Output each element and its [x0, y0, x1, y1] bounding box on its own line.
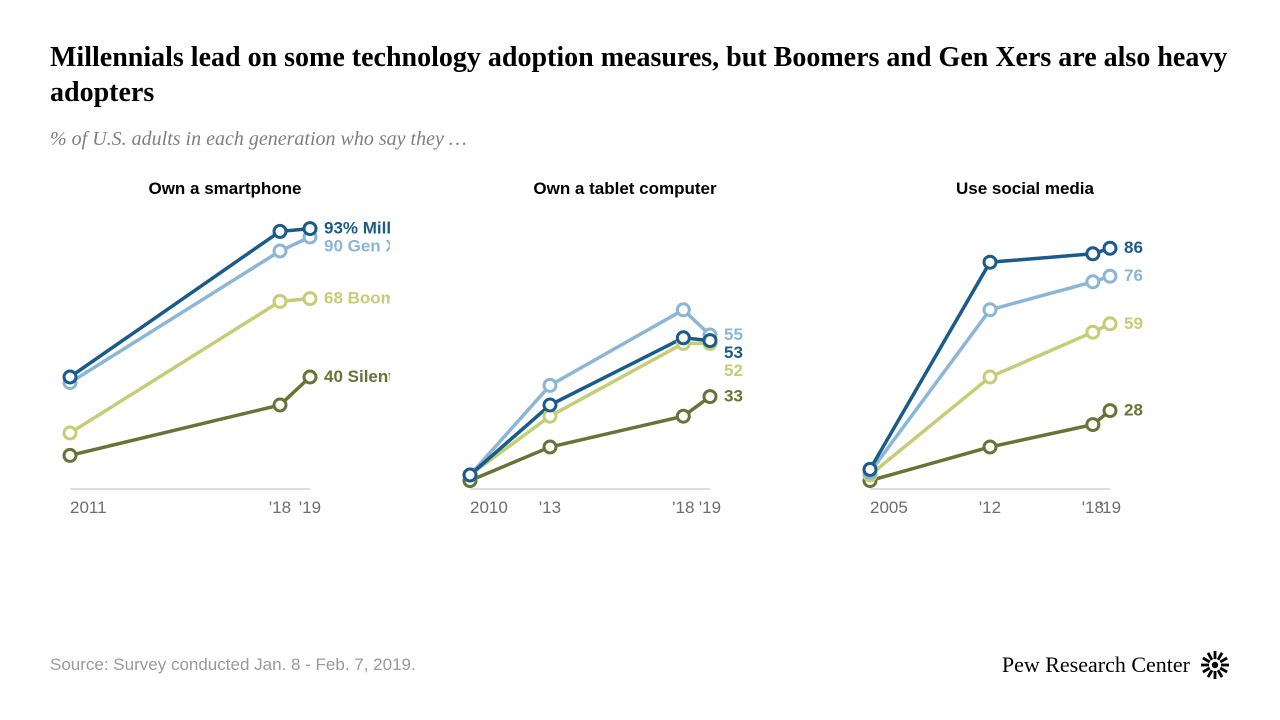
- series-marker-genx: [274, 245, 286, 257]
- x-tick-label: '18: [672, 498, 694, 517]
- series-line-silent: [470, 397, 710, 481]
- series-marker-millennial: [864, 463, 876, 475]
- end-label-boomer: 52: [724, 361, 743, 380]
- end-label-millennial: 93% Millennial: [324, 219, 390, 238]
- series-marker-millennial: [464, 469, 476, 481]
- series-marker-genx: [1104, 270, 1116, 282]
- x-tick-label: 2011: [70, 498, 107, 517]
- line-chart: 2011 '18 '19 93% Millennial90 Gen X 68 Boome…: [60, 209, 390, 529]
- chart-panel-1: Own a tablet computer 2010 '13 '18 '19 555352…: [460, 179, 790, 529]
- x-tick-label: 2005: [870, 498, 908, 517]
- series-marker-boomer: [304, 293, 316, 305]
- series-line-boomer: [70, 299, 310, 433]
- series-marker-silent: [274, 399, 286, 411]
- series-marker-boomer: [274, 295, 286, 307]
- chart-footer: Source: Survey conducted Jan. 8 - Feb. 7…: [50, 650, 1230, 680]
- series-marker-genx: [984, 304, 996, 316]
- x-tick-label: '19: [699, 498, 721, 517]
- series-marker-silent: [984, 441, 996, 453]
- series-marker-genx: [677, 304, 689, 316]
- series-marker-boomer: [984, 371, 996, 383]
- series-marker-boomer: [64, 427, 76, 439]
- charts-container: Own a smartphone 2011 '18 '19 93% Millennial…: [50, 179, 1230, 529]
- panel-title: Own a tablet computer: [460, 179, 790, 199]
- end-label-millennial: 53: [724, 343, 743, 362]
- x-tick-label: '18: [269, 498, 291, 517]
- series-line-millennial: [470, 338, 710, 475]
- series-marker-silent: [677, 410, 689, 422]
- series-marker-boomer: [1087, 326, 1099, 338]
- series-marker-silent: [1087, 419, 1099, 431]
- series-line-millennial: [870, 248, 1110, 469]
- end-label-silent: 40 Silent: [324, 367, 390, 386]
- series-marker-millennial: [984, 256, 996, 268]
- x-tick-label: '12: [979, 498, 1001, 517]
- chart-title: Millennials lead on some technology adop…: [50, 40, 1230, 110]
- series-marker-millennial: [64, 371, 76, 383]
- series-marker-millennial: [677, 332, 689, 344]
- end-label-genx: 55: [724, 325, 743, 344]
- x-tick-label: '19: [299, 498, 321, 517]
- series-marker-millennial: [1087, 248, 1099, 260]
- end-label-silent: 33: [724, 387, 743, 406]
- series-marker-millennial: [1104, 242, 1116, 254]
- series-line-silent: [70, 377, 310, 455]
- series-marker-millennial: [304, 223, 316, 235]
- panel-title: Own a smartphone: [60, 179, 390, 199]
- end-label-millennial: 86: [1124, 238, 1143, 257]
- x-tick-label: '19: [1099, 498, 1121, 517]
- pew-logo-icon: [1200, 650, 1230, 680]
- end-label-genx: 90 Gen X: [324, 237, 390, 256]
- series-marker-genx: [544, 379, 556, 391]
- series-marker-boomer: [1104, 318, 1116, 330]
- x-tick-label: 2010: [470, 498, 508, 517]
- panel-title: Use social media: [860, 179, 1190, 199]
- end-label-boomer: 68 Boomer: [324, 289, 390, 308]
- attribution: Pew Research Center: [1002, 650, 1230, 680]
- x-tick-label: '13: [539, 498, 561, 517]
- end-label-genx: 76: [1124, 266, 1143, 285]
- series-marker-millennial: [704, 335, 716, 347]
- chart-panel-0: Own a smartphone 2011 '18 '19 93% Millennial…: [60, 179, 390, 529]
- series-marker-millennial: [274, 225, 286, 237]
- series-marker-millennial: [544, 399, 556, 411]
- series-marker-genx: [1087, 276, 1099, 288]
- end-label-silent: 28: [1124, 401, 1143, 420]
- series-marker-silent: [544, 441, 556, 453]
- attribution-text: Pew Research Center: [1002, 652, 1190, 678]
- series-marker-silent: [64, 449, 76, 461]
- source-text: Source: Survey conducted Jan. 8 - Feb. 7…: [50, 655, 416, 675]
- series-marker-silent: [1104, 405, 1116, 417]
- chart-panel-2: Use social media2005'12'18'1986765928: [860, 179, 1190, 529]
- series-marker-silent: [304, 371, 316, 383]
- series-marker-silent: [704, 391, 716, 403]
- series-line-genx: [70, 237, 310, 383]
- end-label-boomer: 59: [1124, 314, 1143, 333]
- line-chart: 2010 '13 '18 '19 555352 33: [460, 209, 790, 529]
- chart-subtitle: % of U.S. adults in each generation who …: [50, 128, 1230, 151]
- line-chart: 2005'12'18'1986765928: [860, 209, 1190, 529]
